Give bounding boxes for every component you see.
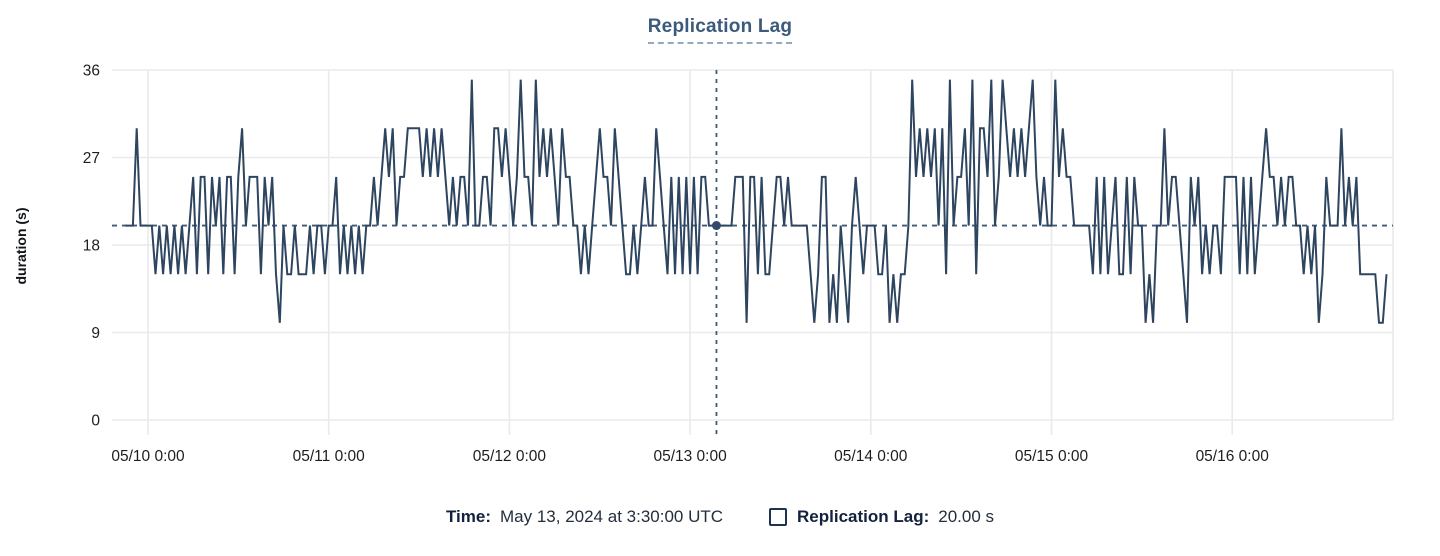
y-tick-label: 18	[83, 238, 100, 255]
legend-time-value: May 13, 2024 at 3:30:00 UTC	[500, 507, 724, 526]
crosshair-dot	[711, 221, 721, 231]
y-tick-label: 27	[83, 150, 100, 167]
line-chart-plot: 0 9 18 27 36 05/10 0:00 05/11 0:00 05/12 0:00 05…	[83, 63, 1394, 465]
x-tick-label: 05/10 0:00	[111, 448, 185, 465]
x-tick-label: 05/16 0:00	[1196, 448, 1270, 465]
y-tick-label: 9	[91, 325, 100, 342]
chart-title-row: Replication Lag	[0, 16, 1440, 44]
x-tick-label: 05/13 0:00	[653, 448, 727, 465]
y-tick-label: 0	[91, 413, 100, 430]
y-tick-label: 36	[83, 63, 100, 80]
x-tick-label: 05/12 0:00	[473, 448, 547, 465]
chart-title[interactable]: Replication Lag	[647, 16, 793, 44]
legend-series-label: Replication Lag:	[797, 507, 930, 526]
legend-item-replication-lag[interactable]: Replication Lag: 20.00 s	[769, 507, 994, 527]
legend-square-icon[interactable]	[769, 508, 788, 526]
x-tick-label: 05/14 0:00	[834, 448, 908, 465]
series-line[interactable]	[125, 79, 1388, 324]
hover-legend: Time: May 13, 2024 at 3:30:00 UTC Replic…	[0, 507, 1440, 527]
legend-time-label: Time:	[445, 507, 491, 526]
x-tick-label: 05/15 0:00	[1015, 448, 1089, 465]
x-tick-label: 05/11 0:00	[293, 448, 365, 465]
legend-series-value: 20.00 s	[938, 507, 995, 526]
